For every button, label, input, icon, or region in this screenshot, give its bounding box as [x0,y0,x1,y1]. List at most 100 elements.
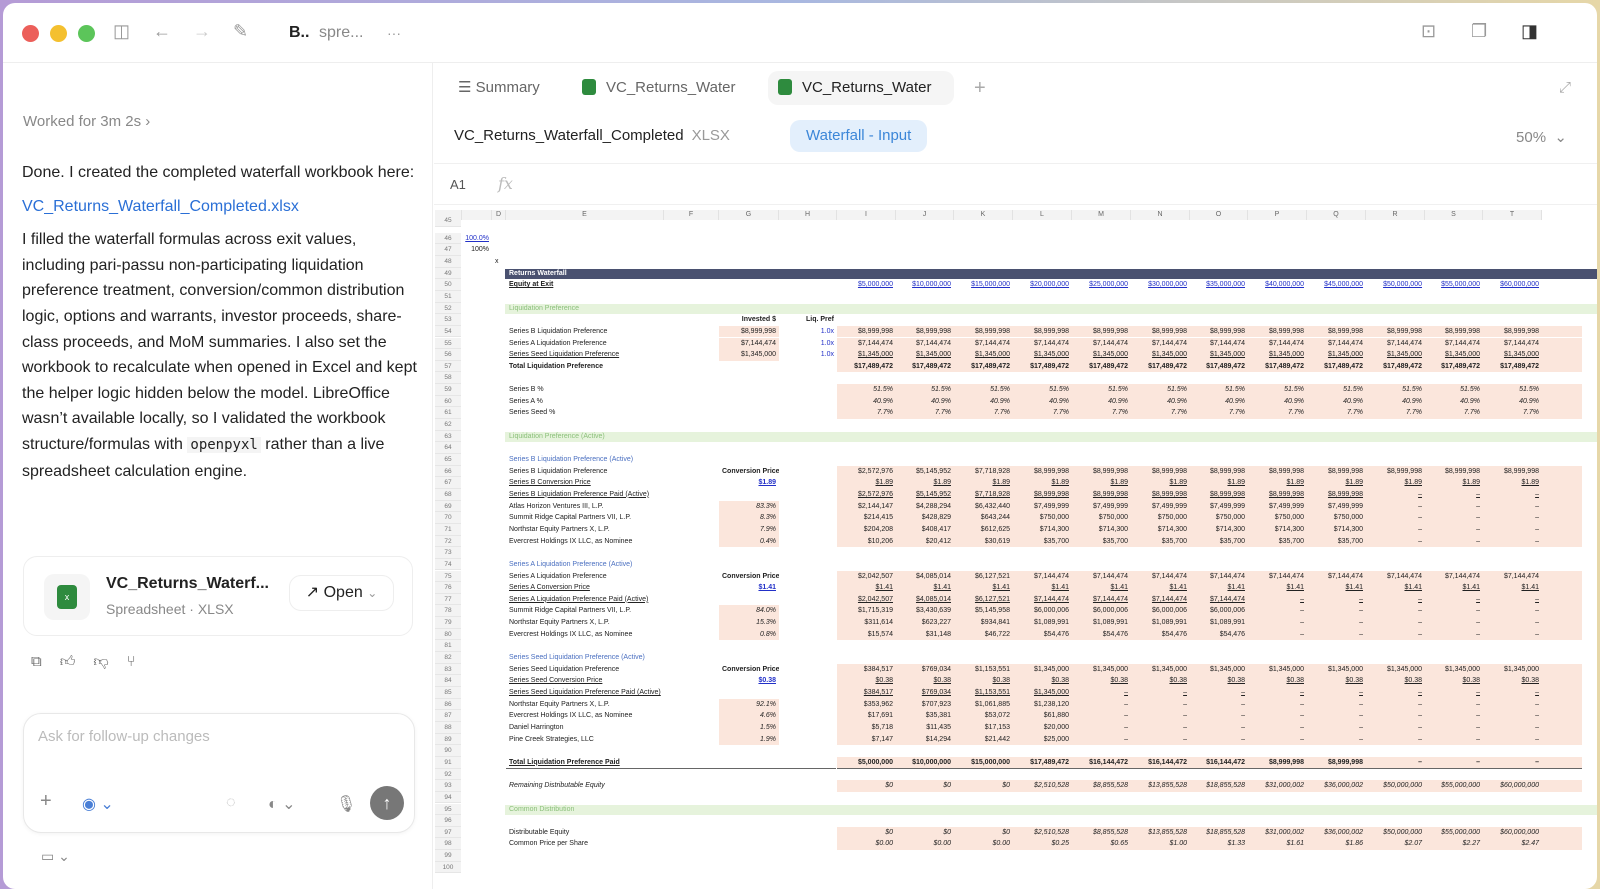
value-cell[interactable]: – [1131,687,1190,699]
close-window-button[interactable] [22,25,39,42]
value-cell-overflow[interactable] [1542,488,1582,501]
row-number[interactable]: 95 [435,803,461,816]
row-label[interactable]: Series B % [509,386,544,394]
percent-cell[interactable]: 100.0% [465,234,489,242]
value-cell[interactable]: $1,153,551 [954,687,1013,699]
value-cell[interactable]: $750,000 [1307,512,1366,524]
value-cell[interactable]: $8,999,998 [1425,465,1483,478]
value-cell[interactable]: 7.7% [954,407,1013,420]
value-cell[interactable]: $50,000,000 [1366,826,1425,839]
value-cell[interactable]: – [1248,617,1307,629]
value-cell[interactable]: $714,300 [1190,523,1248,536]
row-number[interactable]: 91 [435,756,461,769]
g-cell[interactable]: $8,999,998 [719,325,779,338]
row-number[interactable]: 78 [435,605,461,618]
value-cell[interactable]: $8,999,998 [1248,325,1307,338]
value-cell[interactable]: – [1483,535,1542,548]
row-number[interactable]: 98 [435,838,461,851]
value-cell[interactable]: $61,880 [1013,710,1072,722]
row-label[interactable]: Series A Liquidation Preference (Active) [509,560,633,568]
value-cell[interactable]: $714,300 [1248,523,1307,536]
value-cell[interactable]: $0.65 [1072,838,1131,851]
row-label[interactable]: Northstar Equity Partners X, L.P. [509,525,610,533]
value-cell[interactable]: $1.89 [1131,477,1190,489]
value-cell[interactable]: 7.7% [1072,407,1131,420]
row-number[interactable]: 53 [435,314,461,326]
value-cell[interactable]: $1,238,120 [1013,698,1072,711]
value-cell[interactable]: $8,999,998 [1307,756,1366,769]
value-cell[interactable]: 7.7% [837,407,896,420]
value-cell[interactable]: $7,144,474 [1013,593,1072,606]
value-cell[interactable]: $7,144,474 [1483,337,1542,350]
value-cell[interactable]: $15,000,000 [954,756,1013,769]
value-cell[interactable]: – [1366,500,1425,513]
value-cell[interactable]: $1.41 [1013,582,1072,594]
value-cell[interactable]: $8,999,998 [1131,465,1190,478]
value-cell[interactable]: $16,144,472 [1190,756,1248,769]
value-cell[interactable]: $769,034 [896,663,954,676]
value-cell[interactable]: 40.9% [1131,395,1190,408]
value-cell[interactable]: $1,345,000 [1425,349,1483,361]
value-cell[interactable]: $1.41 [1190,582,1248,594]
value-cell[interactable]: $7,499,999 [1013,500,1072,513]
value-cell[interactable]: $1.89 [1483,477,1542,489]
column-header[interactable]: J [896,210,954,220]
value-cell[interactable]: $8,999,998 [1072,325,1131,338]
value-cell[interactable]: – [1366,721,1425,734]
value-cell[interactable]: $0 [954,780,1013,792]
value-cell[interactable]: $17,489,472 [837,360,896,373]
follow-up-input[interactable] [38,728,398,745]
value-cell[interactable]: $7,144,474 [1425,337,1483,350]
g-cell[interactable]: 83.3% [719,500,779,513]
value-cell[interactable]: $8,999,998 [1013,488,1072,501]
value-cell[interactable]: $1.89 [1072,477,1131,489]
value-cell[interactable]: $384,517 [837,663,896,676]
row-number[interactable]: 54 [435,325,461,338]
value-cell[interactable]: $1.41 [1425,582,1483,594]
expand-icon[interactable]: ⤢ [1558,79,1571,96]
row-label[interactable]: Common Distribution [509,805,575,813]
value-cell[interactable]: – [1366,617,1425,629]
value-cell[interactable]: $2,144,147 [837,500,896,513]
value-cell[interactable]: – [1425,710,1483,722]
value-cell[interactable]: $1,345,000 [1013,349,1072,361]
value-cell[interactable]: – [1483,605,1542,618]
row-number[interactable]: 62 [435,419,461,431]
value-cell[interactable]: $7,499,999 [1190,500,1248,513]
thumbs-up-icon[interactable]: 👍︎ [59,653,76,670]
value-cell[interactable]: 7.7% [1131,407,1190,420]
value-cell[interactable]: $5,145,952 [896,488,954,501]
h-cell[interactable]: 1.0x [820,351,834,359]
value-cell[interactable]: $1.89 [1013,477,1072,489]
value-cell[interactable]: 40.9% [1248,395,1307,408]
value-cell[interactable]: $5,145,952 [896,465,954,478]
value-cell[interactable]: 51.5% [1131,384,1190,396]
value-cell[interactable]: $384,517 [837,687,896,699]
value-cell[interactable]: $17,489,472 [1072,360,1131,373]
value-cell[interactable]: – [1248,733,1307,746]
value-cell[interactable]: $714,300 [1013,523,1072,536]
value-cell[interactable]: $20,000 [1013,721,1072,734]
value-cell[interactable]: $8,999,998 [1307,488,1366,501]
row-number[interactable]: 59 [435,384,461,396]
value-cell[interactable]: – [1483,523,1542,536]
value-cell[interactable]: $7,499,999 [1248,500,1307,513]
tab-workbook-2[interactable]: VC_Returns_Water [768,71,954,105]
g-cell[interactable]: 0.4% [719,535,779,548]
value-cell[interactable]: – [1072,710,1131,722]
row-number[interactable]: 74 [435,558,461,571]
value-cell-overflow[interactable] [1542,395,1582,408]
row-label[interactable]: Remaining Distributable Equity [509,782,605,790]
value-cell[interactable]: $17,489,472 [1483,360,1542,373]
value-cell[interactable]: $1.41 [1366,582,1425,594]
value-cell[interactable]: 40.9% [1483,395,1542,408]
value-cell[interactable]: 40.9% [1307,395,1366,408]
value-cell-overflow[interactable] [1542,838,1582,851]
value-cell[interactable]: $1.41 [954,582,1013,594]
windows-icon[interactable]: ❐ [1471,21,1488,41]
value-cell-overflow[interactable] [1542,687,1582,699]
row-label[interactable]: Liquidation Preference [509,304,580,312]
row-number[interactable]: 92 [435,768,461,781]
value-cell[interactable]: $0 [954,826,1013,839]
value-cell[interactable]: $1.00 [1131,838,1190,851]
